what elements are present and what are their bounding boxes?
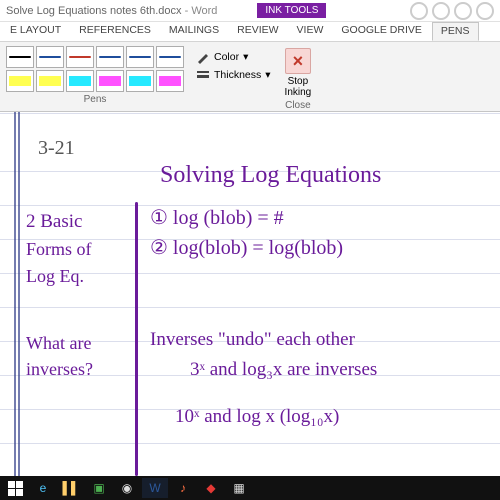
pen-swatch[interactable] (6, 46, 34, 68)
highlighter-swatch[interactable] (6, 70, 34, 92)
stop-inking-button[interactable]: × Stop Inking Close (285, 46, 312, 111)
highlighter-swatch[interactable] (156, 70, 184, 92)
decorative-circles (410, 2, 494, 20)
highlighter-swatch[interactable] (66, 70, 94, 92)
tab-references[interactable]: REFERENCES (71, 22, 159, 41)
hw-a2: 3ˣ and log₃x are inverses (190, 360, 377, 381)
taskbar: e ▌▌ ▣ ◉ W ♪ ◆ ▦ (0, 476, 500, 500)
start-button[interactable] (2, 478, 28, 498)
close-icon: × (285, 48, 311, 74)
hw-left3: Log Eq. (26, 267, 84, 287)
pen-swatch[interactable] (36, 46, 64, 68)
music-icon[interactable]: ♪ (170, 478, 196, 498)
cornell-divider (135, 202, 138, 476)
thickness-icon (196, 68, 210, 82)
app-name: - Word (185, 5, 218, 17)
doc-name: Solve Log Equations notes 6th.docx (6, 5, 182, 17)
store-icon[interactable]: ▣ (86, 478, 112, 498)
hw-q1: What are (26, 334, 91, 354)
highlighter-swatch[interactable] (126, 70, 154, 92)
document-canvas[interactable]: 3-21 Solving Log Equations 2 Basic Forms… (0, 112, 500, 476)
pen-options: Color ▾ Thickness ▾ (196, 46, 271, 82)
tab-pens[interactable]: PENS (432, 22, 479, 41)
highlighter-swatch[interactable] (36, 70, 64, 92)
ribbon-tabs: E LAYOUT REFERENCES MAILINGS REVIEW VIEW… (0, 22, 500, 42)
tab-mailings[interactable]: MAILINGS (161, 22, 227, 41)
hw-title: Solving Log Equations (160, 162, 381, 188)
tab-view[interactable]: VIEW (289, 22, 332, 41)
pen-swatch[interactable] (126, 46, 154, 68)
hw-left1: 2 Basic (26, 212, 82, 233)
word-icon[interactable]: W (142, 478, 168, 498)
group-label-pens: Pens (6, 92, 184, 105)
pencil-icon (196, 50, 210, 64)
folder-icon[interactable]: ▌▌ (58, 478, 84, 498)
doc-title: Solve Log Equations notes 6th.docx - Wor… (6, 5, 217, 17)
pens-group: Pens (6, 46, 184, 105)
pen-swatch[interactable] (96, 46, 124, 68)
hw-r2: ② log(blob) = log(blob) (150, 237, 343, 259)
highlighter-swatch[interactable] (96, 70, 124, 92)
color-picker[interactable]: Color ▾ (196, 50, 271, 64)
tab-google-drive[interactable]: GOOGLE DRIVE (333, 22, 430, 41)
hw-a3: 10ˣ and log x (log₁₀x) (175, 407, 339, 428)
tab-review[interactable]: REVIEW (229, 22, 286, 41)
ie-icon[interactable]: e (30, 478, 56, 498)
hw-q2: inverses? (26, 360, 93, 380)
thickness-picker[interactable]: Thickness ▾ (196, 68, 271, 82)
smartboard-icon[interactable]: ▦ (226, 478, 252, 498)
pdf-icon[interactable]: ◆ (198, 478, 224, 498)
pen-gallery (6, 46, 184, 92)
hw-date: 3-21 (38, 137, 75, 159)
windows-icon (8, 481, 22, 495)
tab-layout[interactable]: E LAYOUT (2, 22, 69, 41)
ribbon: Pens Color ▾ Thickness ▾ × Stop Inking C… (0, 42, 500, 112)
hw-a1: Inverses "undo" each other (150, 330, 355, 351)
pen-swatch[interactable] (156, 46, 184, 68)
hw-r1: ① log (blob) = # (150, 207, 284, 229)
hw-left2: Forms of (26, 240, 92, 260)
pen-swatch[interactable] (66, 46, 94, 68)
chrome-icon[interactable]: ◉ (114, 478, 140, 498)
group-label-close: Close (285, 98, 312, 111)
ink-tools-tab[interactable]: INK TOOLS (257, 3, 326, 18)
